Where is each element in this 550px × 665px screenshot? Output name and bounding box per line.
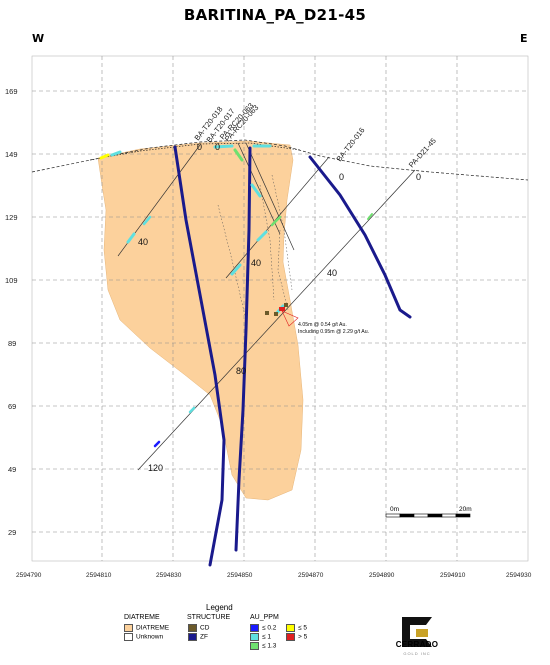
legend-au-item: ≤ 5: [286, 624, 307, 632]
x-tick: 2594830: [156, 572, 182, 579]
intercept-outline: [281, 310, 299, 327]
au-swatch: [250, 633, 259, 641]
scale-start: 0m: [390, 506, 399, 513]
x-tick: 2594870: [298, 572, 324, 579]
legend-au-item: > 5: [286, 633, 307, 641]
au-swatch: [286, 633, 295, 641]
logo-subtitle: GOLD INC: [403, 651, 431, 656]
zf-swatch: [188, 633, 197, 641]
intercept-note-line1: 4.05m @ 0.54 g/t Au.: [298, 322, 347, 328]
zf-holes: [173, 145, 412, 567]
map-title: BARITINA_PA_D21-45: [183, 6, 367, 24]
x-axis-labels: 2594790 2594810 2594830 2594850 2594870 …: [16, 572, 532, 579]
legend-diatreme-header: DIATREME: [124, 614, 160, 621]
assay-intervals: [99, 144, 373, 448]
depth-mark: 40: [251, 258, 261, 268]
unknown-swatch: [124, 633, 133, 641]
grid: [32, 56, 528, 561]
depth-mark: 120: [148, 463, 163, 473]
depth-mark: 0: [215, 142, 220, 152]
y-tick: 149: [5, 150, 18, 159]
scale-bar: 0m 20m: [385, 506, 472, 518]
cd-swatch: [188, 624, 197, 632]
east-label: E: [520, 32, 528, 45]
west-label: W: [32, 32, 45, 45]
y-tick: 89: [8, 339, 16, 348]
legend-au-item: ≤ 0.2: [250, 624, 276, 632]
x-tick: 2594930: [506, 572, 532, 579]
depth-mark: 80: [236, 366, 246, 376]
depth-mark: 40: [327, 268, 337, 278]
hole-label: BA-T20-016: [334, 126, 366, 163]
legend-au-item: ≤ 1.3: [250, 642, 276, 650]
logo-name: CERRADO: [395, 640, 439, 649]
x-tick: 2594910: [440, 572, 466, 579]
y-tick: 109: [5, 276, 18, 285]
cd-markers: [265, 303, 288, 316]
au-swatch: [250, 642, 259, 650]
legend: Legend DIATREME DIATREME Unknown STRUCTU…: [118, 603, 318, 663]
x-tick: 2594890: [369, 572, 395, 579]
au-swatch: [250, 624, 259, 632]
legend-au-item: ≤ 1: [250, 633, 271, 641]
fault-traces: [217, 174, 293, 321]
drill-traces: [117, 142, 416, 471]
depth-mark: 0: [416, 172, 421, 182]
y-tick: 69: [8, 402, 16, 411]
scale-end: 20m: [459, 506, 472, 513]
diatreme-body: [97, 140, 304, 501]
y-axis-labels: 169 149 129 109 89 69 49 29: [5, 87, 18, 537]
high-grade-marker: [279, 307, 285, 311]
cerrado-logo-icon: [402, 617, 432, 647]
legend-structure-header: STRUCTURE: [187, 614, 231, 621]
legend-zf-item: ZF: [188, 633, 208, 641]
x-tick: 2594810: [86, 572, 112, 579]
hole-label: PA-D21-45: [407, 136, 438, 169]
x-tick: 2594850: [227, 572, 253, 579]
depth-marks: 0 0 0 0 40 40 40 80 120: [138, 142, 421, 473]
au-swatch: [286, 624, 295, 632]
intercept-note-line2: Including 0.95m @ 2.29 g/t Au.: [298, 329, 369, 335]
diatreme-swatch: [124, 624, 133, 632]
depth-mark: 0: [339, 172, 344, 182]
y-tick: 49: [8, 465, 16, 474]
legend-diatreme-item: DIATREME: [124, 624, 169, 632]
cross-section-map: 169 149 129 109 89 69 49 29 2594790 2594…: [5, 55, 532, 579]
y-tick: 129: [5, 213, 18, 222]
y-tick: 29: [8, 528, 16, 537]
y-tick: 169: [5, 87, 18, 96]
x-tick: 2594790: [16, 572, 42, 579]
legend-unknown-item: Unknown: [124, 633, 163, 641]
legend-cd-item: CD: [188, 624, 209, 632]
depth-mark: 0: [197, 142, 202, 152]
legend-title: Legend: [206, 603, 233, 612]
depth-mark: 40: [138, 237, 148, 247]
legend-au-header: AU_PPM: [250, 614, 279, 621]
plot-frame: [31, 55, 529, 562]
